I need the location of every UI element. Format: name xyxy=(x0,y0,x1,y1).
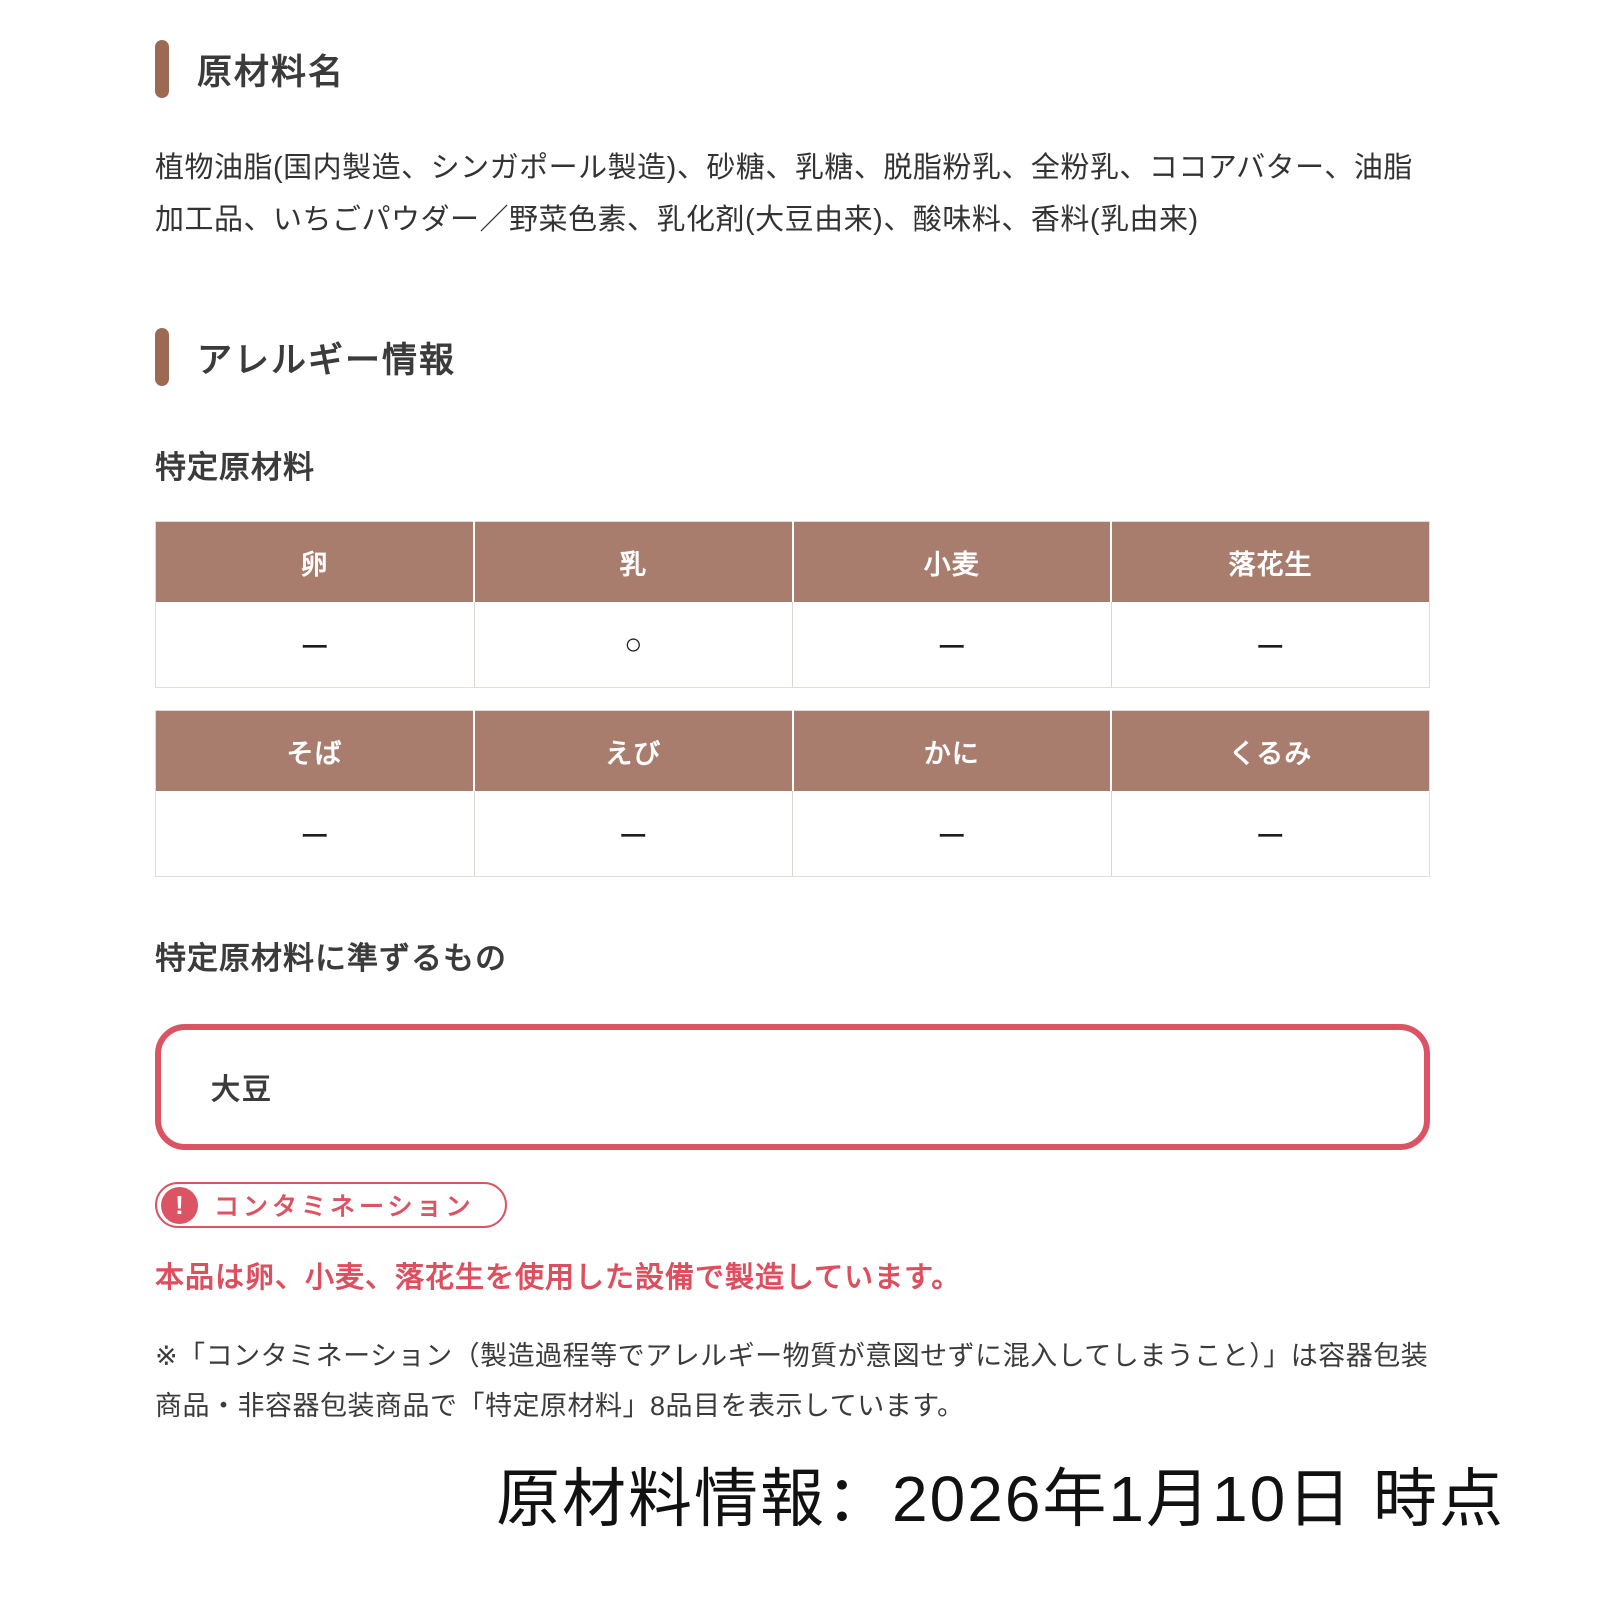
allergen-header-egg: 卵 xyxy=(155,521,474,602)
specified-allergens-heading: 特定原材料 xyxy=(155,450,315,486)
allergy-section-header: アレルギー情報 xyxy=(155,328,1430,387)
allergy-section: アレルギー情報 特定原材料 卵 乳 小麦 落花生 ー ○ xyxy=(155,328,1430,1432)
accent-bar xyxy=(155,328,169,387)
allergen-header-walnut: くるみ xyxy=(1110,710,1430,791)
contamination-badge: ! コンタミネーション xyxy=(155,1182,507,1229)
allergen-value-walnut: ー xyxy=(1110,790,1430,877)
contamination-note-text: ※「コンタミネーション（製造過程等でアレルギー物質が意図せずに混入してしまうこと… xyxy=(155,1341,1429,1422)
table-header-row: 卵 乳 小麦 落花生 xyxy=(155,521,1430,602)
table-value-row: ー ー ー ー xyxy=(155,790,1430,877)
allergen-value-shrimp: ー xyxy=(473,790,793,877)
contamination-badge-label: コンタミネーション xyxy=(214,1193,475,1222)
ingredient-info-date: 原材料情報：2026年1月10日 時点 xyxy=(496,1463,1505,1535)
allergen-value-wheat: ー xyxy=(792,601,1111,688)
allergen-header-milk: 乳 xyxy=(473,521,793,602)
ingredients-section-header: 原材料名 xyxy=(155,40,1430,98)
quasi-specified-value: 大豆 xyxy=(211,1074,274,1107)
allergen-header-buckwheat: そば xyxy=(155,710,474,791)
accent-bar xyxy=(155,40,169,98)
allergen-value-crab: ー xyxy=(792,790,1111,877)
table-value-row: ー ○ ー ー xyxy=(155,601,1430,688)
table-header-row: そば えび かに くるみ xyxy=(155,710,1430,791)
allergen-value-milk: ○ xyxy=(473,601,793,688)
allergen-header-crab: かに xyxy=(791,710,1111,791)
allergen-header-peanut: 落花生 xyxy=(1110,521,1430,602)
ingredients-text: 植物油脂(国内製造、シンガポール製造)、砂糖、乳糖、脱脂粉乳、全粉乳、ココアバタ… xyxy=(155,152,1413,237)
quasi-specified-heading: 特定原材料に準ずるもの xyxy=(155,941,507,977)
allergen-value-buckwheat: ー xyxy=(155,790,474,877)
allergen-table-2: そば えび かに くるみ ー ー ー ー xyxy=(155,710,1430,878)
contamination-warning-text: 本品は卵、小麦、落花生を使用した設備で製造しています。 xyxy=(155,1262,962,1295)
allergen-table-1: 卵 乳 小麦 落花生 ー ○ ー ー xyxy=(155,521,1430,689)
allergen-value-peanut: ー xyxy=(1110,601,1430,688)
allergen-header-shrimp: えび xyxy=(473,710,793,791)
exclamation-icon: ! xyxy=(161,1186,198,1224)
allergy-section-title: アレルギー情報 xyxy=(197,340,457,380)
quasi-specified-box: 大豆 xyxy=(155,1024,1430,1151)
ingredients-section-title: 原材料名 xyxy=(197,52,346,92)
content-area: 原材料名 植物油脂(国内製造、シンガポール製造)、砂糖、乳糖、脱脂粉乳、全粉乳、… xyxy=(155,40,1430,1432)
allergen-value-egg: ー xyxy=(155,601,474,688)
allergen-header-wheat: 小麦 xyxy=(791,521,1111,602)
